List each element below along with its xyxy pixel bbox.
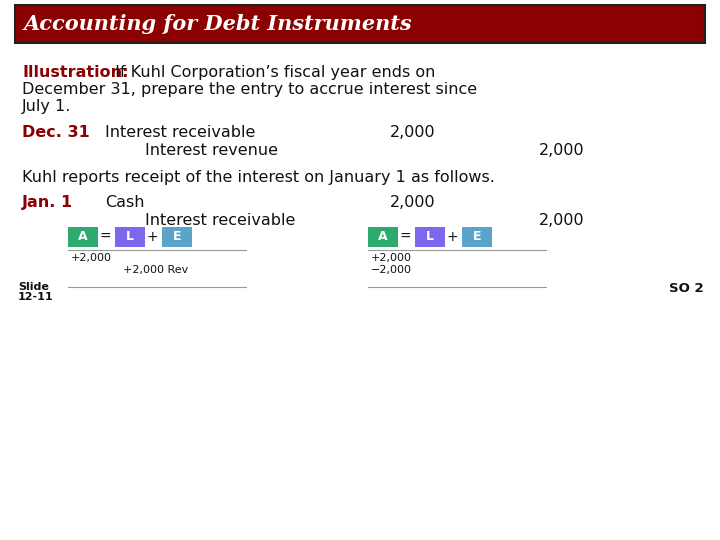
Text: Slide: Slide	[18, 282, 49, 292]
Text: 2,000: 2,000	[539, 213, 585, 228]
Text: E: E	[173, 231, 181, 244]
Text: Kuhl reports receipt of the interest on January 1 as follows.: Kuhl reports receipt of the interest on …	[22, 170, 495, 185]
Text: December 31, prepare the entry to accrue interest since: December 31, prepare the entry to accrue…	[22, 82, 477, 97]
Text: SO 2: SO 2	[670, 282, 704, 295]
FancyBboxPatch shape	[115, 227, 145, 247]
Text: Interest receivable: Interest receivable	[105, 125, 256, 140]
Text: Illustration:: Illustration:	[22, 65, 128, 80]
Text: A: A	[78, 231, 88, 244]
Text: =: =	[99, 230, 111, 244]
Text: L: L	[126, 231, 134, 244]
Text: A: A	[378, 231, 388, 244]
Text: Accounting for Debt Instruments: Accounting for Debt Instruments	[24, 14, 413, 34]
Text: +2,000: +2,000	[71, 253, 112, 263]
Text: =: =	[399, 230, 411, 244]
Text: −2,000: −2,000	[371, 265, 412, 275]
Text: E: E	[473, 231, 481, 244]
Text: 12-11: 12-11	[18, 292, 53, 302]
Text: +2,000: +2,000	[371, 253, 412, 263]
FancyBboxPatch shape	[415, 227, 445, 247]
FancyBboxPatch shape	[368, 227, 398, 247]
Text: +2,000 Rev: +2,000 Rev	[123, 265, 188, 275]
Text: Jan. 1: Jan. 1	[22, 195, 73, 210]
FancyBboxPatch shape	[68, 227, 98, 247]
Text: Interest revenue: Interest revenue	[145, 143, 278, 158]
Text: +: +	[146, 230, 158, 244]
Text: Cash: Cash	[105, 195, 145, 210]
FancyBboxPatch shape	[462, 227, 492, 247]
Text: L: L	[426, 231, 434, 244]
Text: 2,000: 2,000	[539, 143, 585, 158]
Text: July 1.: July 1.	[22, 99, 71, 114]
FancyBboxPatch shape	[162, 227, 192, 247]
FancyBboxPatch shape	[15, 5, 705, 43]
Text: +: +	[446, 230, 458, 244]
Text: 2,000: 2,000	[390, 125, 436, 140]
Text: Interest receivable: Interest receivable	[145, 213, 295, 228]
Text: If Kuhl Corporation’s fiscal year ends on: If Kuhl Corporation’s fiscal year ends o…	[110, 65, 436, 80]
Text: 2,000: 2,000	[390, 195, 436, 210]
Text: Dec. 31: Dec. 31	[22, 125, 90, 140]
